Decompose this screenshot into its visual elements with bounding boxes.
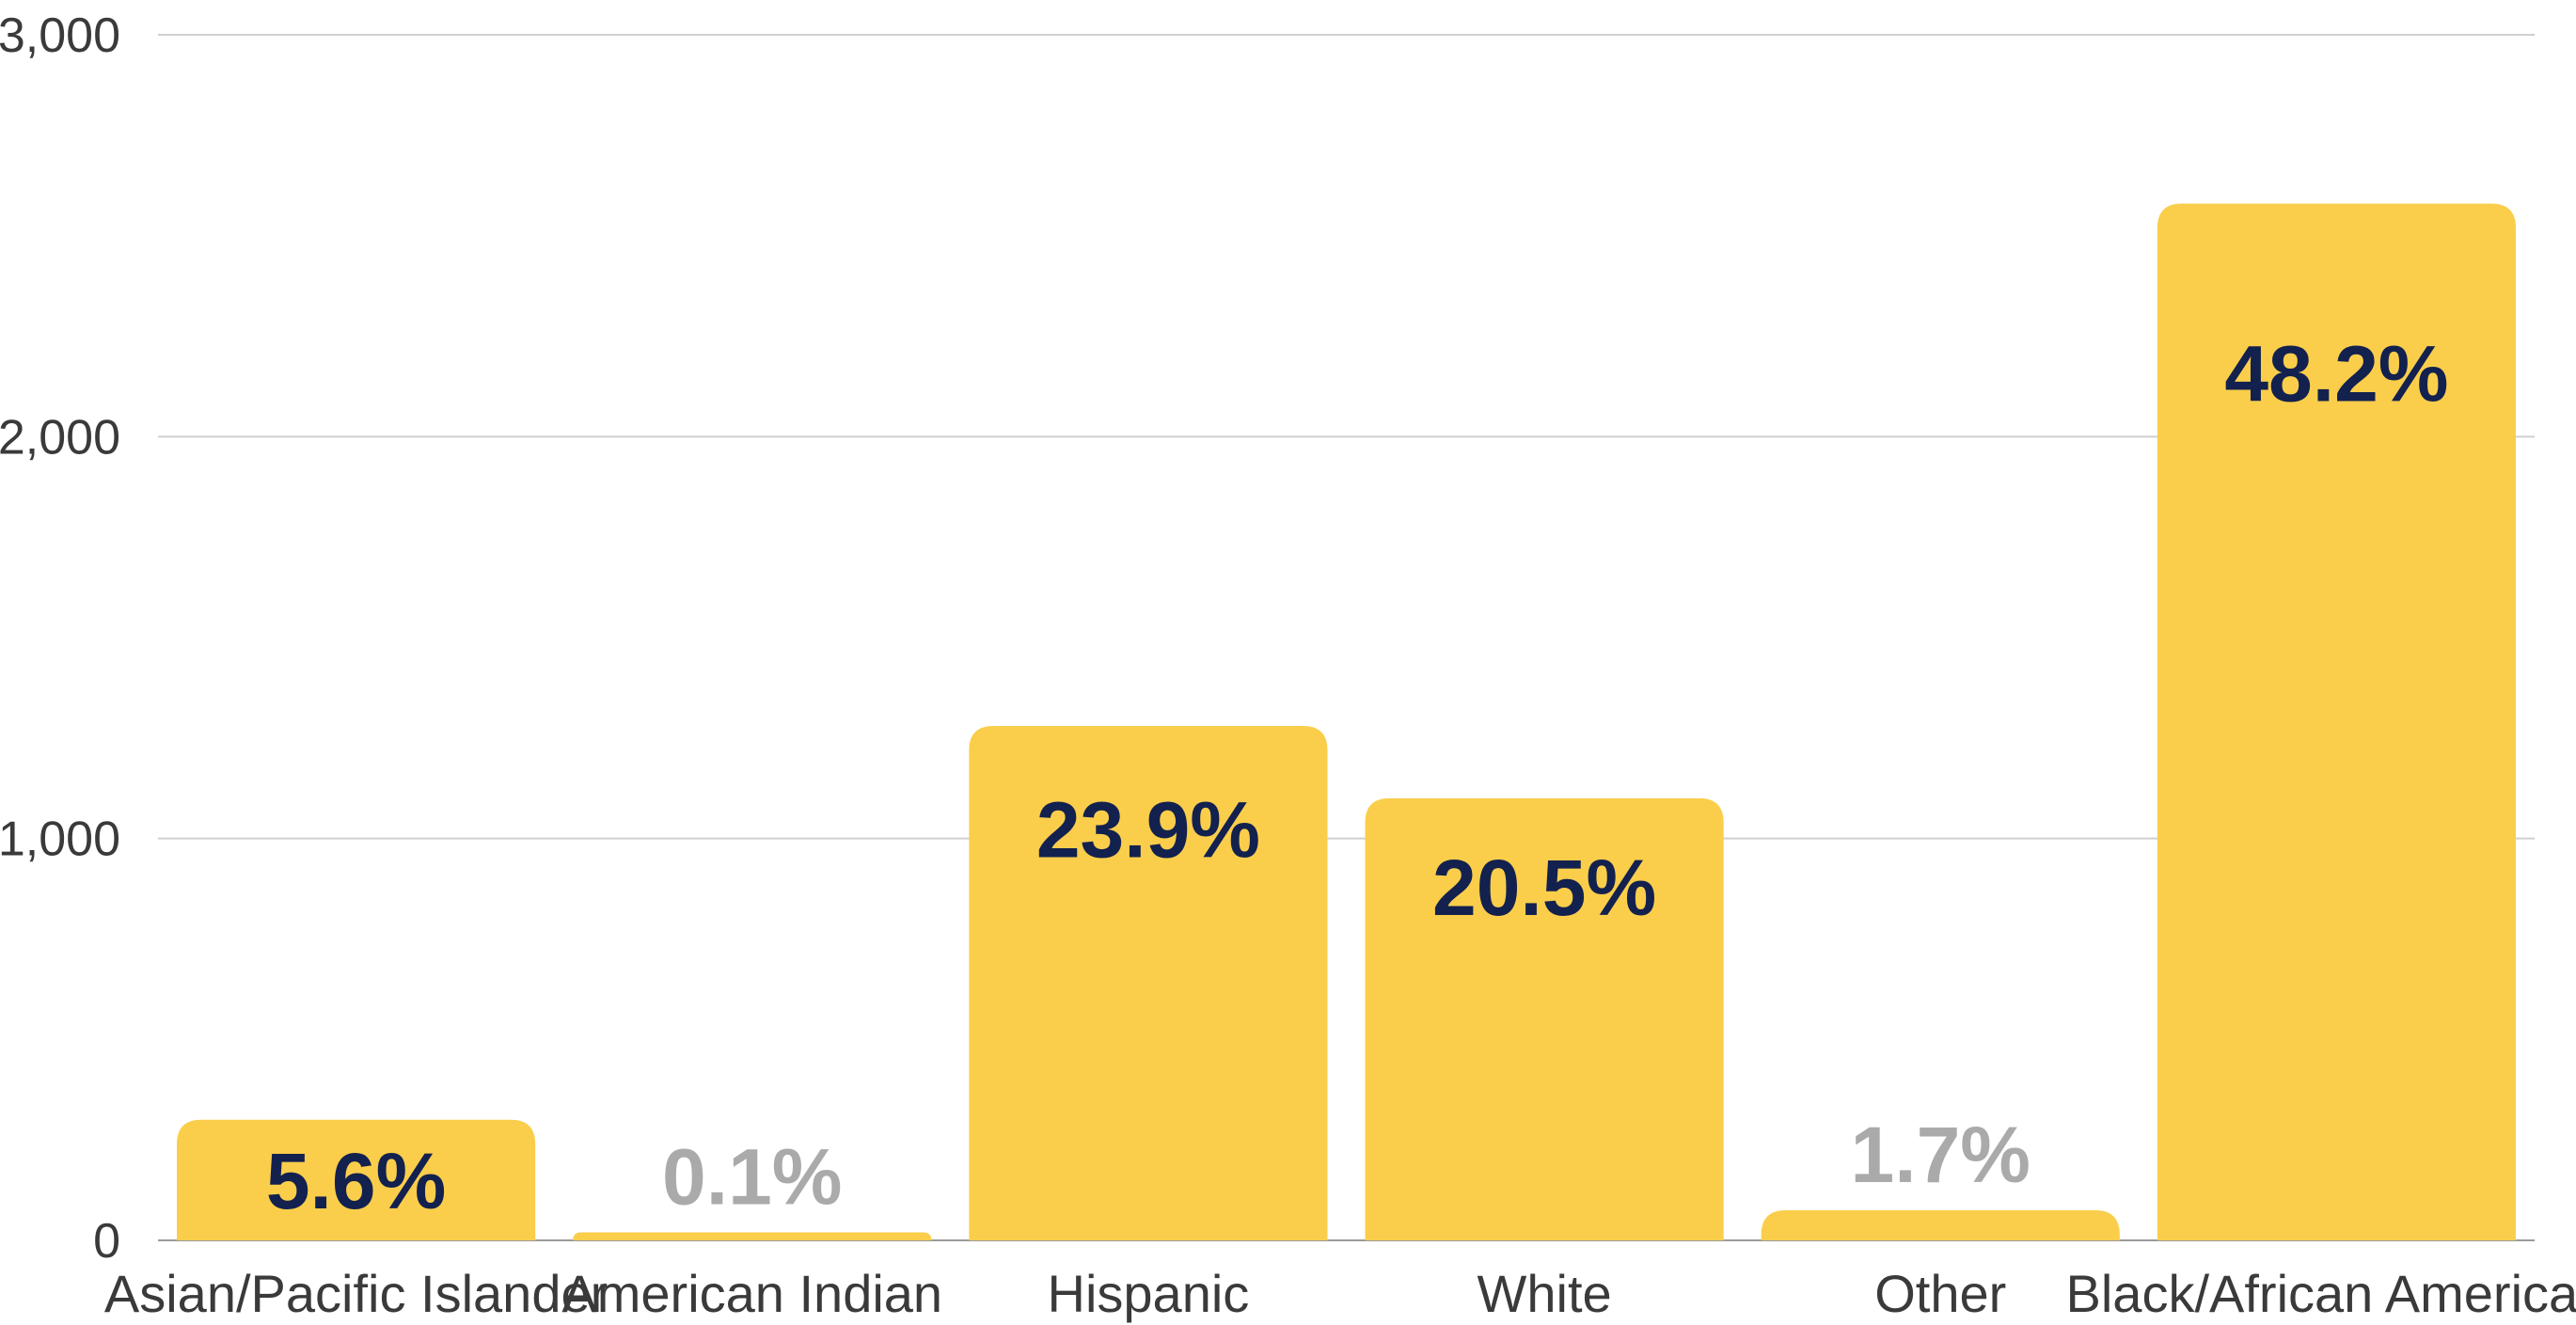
x-tick-label: American Indian xyxy=(561,1264,942,1323)
y-axis-ticks: 0 1,000 2,000 3,000 xyxy=(0,8,120,1269)
data-label-layer: 5.6% 0.1% 23.9% 20.5% 1.7% 48.2% xyxy=(266,329,2449,1224)
bar-data-label: 23.9% xyxy=(1036,785,1260,874)
x-tick-label: Asian/Pacific Islander xyxy=(104,1264,608,1323)
y-tick-label: 3,000 xyxy=(0,8,120,63)
bar xyxy=(1761,1209,2120,1240)
y-tick-label: 2,000 xyxy=(0,410,120,465)
x-tick-label: Hispanic xyxy=(1048,1264,1250,1323)
bar xyxy=(177,1119,536,1240)
grid-layer xyxy=(158,34,2535,1241)
bar-data-label: 5.6% xyxy=(266,1137,446,1225)
y-tick-label: 0 xyxy=(93,1214,120,1269)
bar xyxy=(573,1232,932,1240)
x-tick-label: Other xyxy=(1874,1264,2006,1323)
y-tick-label: 1,000 xyxy=(0,812,120,867)
bar xyxy=(969,726,1328,1240)
bar-data-label: 20.5% xyxy=(1432,844,1656,932)
bar-data-label: 48.2% xyxy=(2224,329,2448,418)
bar xyxy=(1365,797,1724,1240)
bar xyxy=(2157,203,2516,1241)
x-tick-label: White xyxy=(1478,1264,1612,1323)
bar-data-label: 1.7% xyxy=(1851,1111,2031,1199)
x-tick-label: Black/African American xyxy=(2066,1264,2576,1323)
bar-data-label: 0.1% xyxy=(662,1132,842,1221)
bar-layer xyxy=(177,203,2516,1241)
